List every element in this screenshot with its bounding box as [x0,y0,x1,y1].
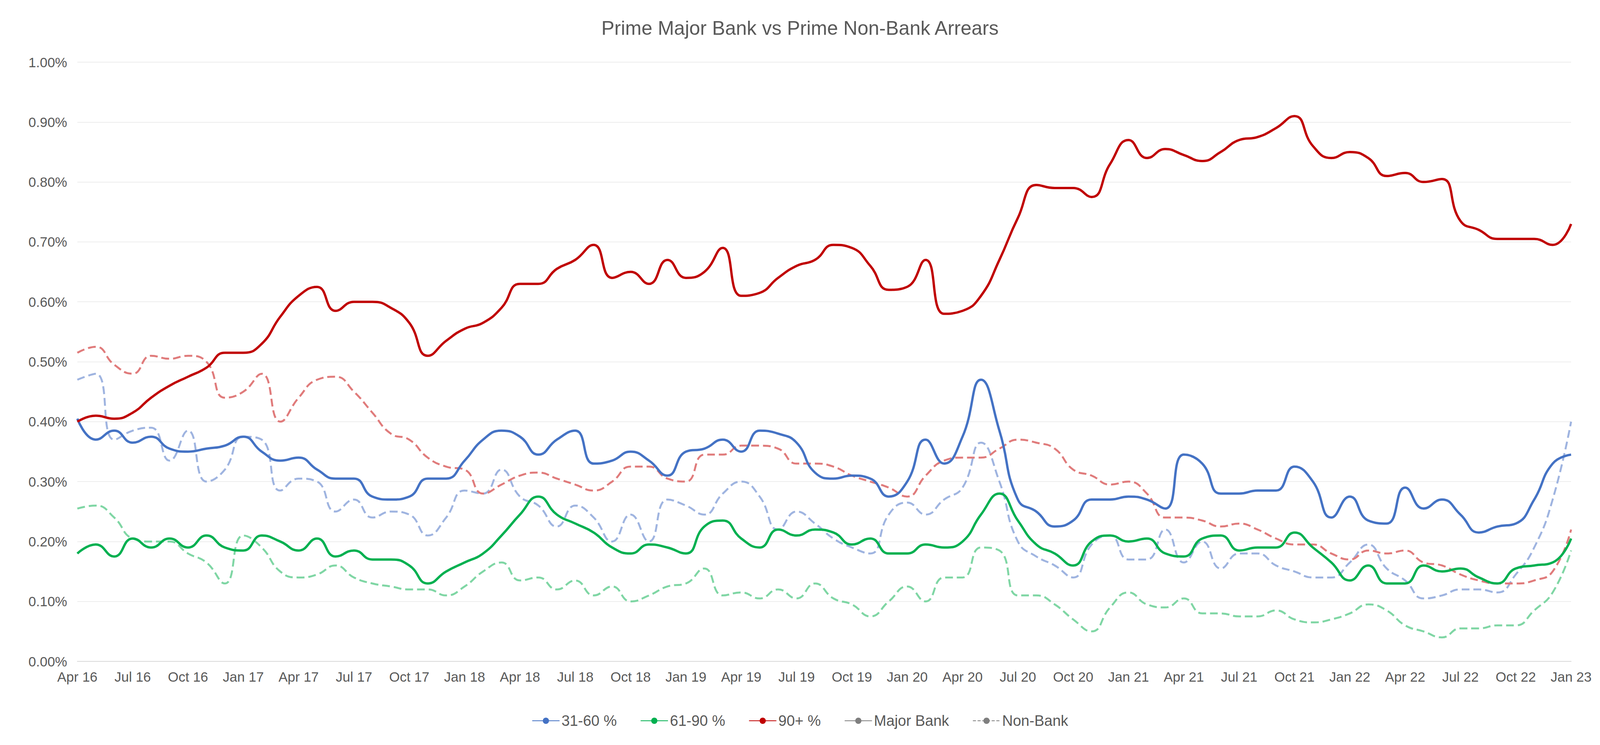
svg-text:Jul 18: Jul 18 [557,668,594,684]
svg-text:Jan 23: Jan 23 [1550,668,1592,684]
svg-text:Apr 17: Apr 17 [278,668,319,684]
svg-text:Apr 16: Apr 16 [57,668,98,684]
svg-text:0.00%: 0.00% [28,653,68,669]
svg-text:Apr 21: Apr 21 [1163,668,1204,684]
svg-text:Jan 21: Jan 21 [1107,668,1149,684]
svg-text:Jan 19: Jan 19 [665,668,707,684]
svg-text:0.40%: 0.40% [28,413,68,429]
svg-text:Jul 22: Jul 22 [1442,668,1479,684]
svg-text:Jan 18: Jan 18 [444,668,486,684]
svg-text:0.80%: 0.80% [28,174,68,190]
svg-text:Jul 21: Jul 21 [1221,668,1258,684]
svg-text:Major Bank: Major Bank [873,712,950,729]
svg-text:Jan 17: Jan 17 [222,668,264,684]
svg-text:Apr 19: Apr 19 [721,668,762,684]
svg-text:Non-Bank: Non-Bank [1002,712,1069,729]
svg-text:Jan 22: Jan 22 [1329,668,1371,684]
svg-text:0.90%: 0.90% [28,114,68,130]
svg-text:Apr 22: Apr 22 [1385,668,1426,684]
svg-text:Apr 20: Apr 20 [942,668,983,684]
svg-text:Jul 19: Jul 19 [778,668,815,684]
svg-text:Jan 20: Jan 20 [886,668,928,684]
svg-text:Oct 19: Oct 19 [831,668,872,684]
svg-text:Oct 18: Oct 18 [610,668,651,684]
svg-text:Jul 20: Jul 20 [999,668,1036,684]
svg-text:Apr 18: Apr 18 [499,668,540,684]
svg-text:Oct 16: Oct 16 [167,668,209,684]
svg-text:Oct 20: Oct 20 [1053,668,1094,684]
svg-text:Oct 22: Oct 22 [1495,668,1536,684]
svg-text:0.70%: 0.70% [28,233,68,250]
svg-text:Jul 16: Jul 16 [114,668,151,684]
svg-text:0.30%: 0.30% [28,473,68,490]
svg-text:Prime Major Bank vs Prime Non-: Prime Major Bank vs Prime Non-Bank Arrea… [601,17,999,40]
svg-text:0.10%: 0.10% [28,593,68,609]
svg-text:31-60 %: 31-60 % [561,712,617,729]
svg-text:0.60%: 0.60% [28,294,68,310]
svg-text:1.00%: 1.00% [28,54,68,70]
svg-text:90+ %: 90+ % [778,712,822,729]
svg-text:Oct 21: Oct 21 [1274,668,1315,684]
svg-text:Jul 17: Jul 17 [335,668,372,684]
svg-text:61-90 %: 61-90 % [669,712,726,729]
svg-text:0.50%: 0.50% [28,353,68,370]
svg-text:Oct 17: Oct 17 [389,668,430,684]
svg-text:0.20%: 0.20% [28,533,68,549]
